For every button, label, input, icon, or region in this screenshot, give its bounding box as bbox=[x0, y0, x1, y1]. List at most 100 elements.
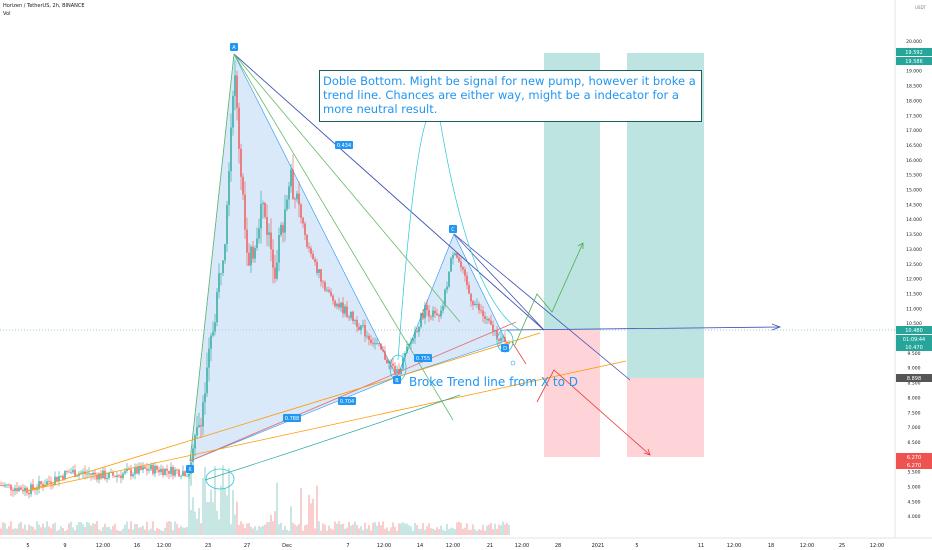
candle-body bbox=[454, 253, 456, 256]
volume-bar bbox=[218, 519, 220, 535]
candle-body bbox=[396, 369, 398, 374]
candle-body bbox=[168, 470, 170, 474]
candle-body bbox=[60, 475, 62, 477]
volume-bar bbox=[460, 522, 462, 535]
candle-body bbox=[80, 472, 82, 474]
xd-trendline[interactable] bbox=[189, 321, 517, 462]
candle-body bbox=[128, 469, 130, 470]
candle-body bbox=[352, 311, 354, 322]
volume-bar bbox=[2, 522, 4, 535]
candle-body bbox=[146, 468, 148, 471]
d-down-arrow[interactable] bbox=[511, 341, 527, 365]
bearish-projection-arrow[interactable] bbox=[536, 369, 651, 456]
candle-body bbox=[148, 469, 150, 471]
ratio-label-xb[interactable]: 0.788 bbox=[283, 414, 301, 422]
candle-body bbox=[56, 476, 58, 482]
volume-bar bbox=[160, 530, 162, 535]
volume-bar bbox=[82, 524, 84, 535]
ratio-label-bd[interactable]: 0.755 bbox=[414, 354, 432, 362]
point-a-label[interactable]: A bbox=[230, 43, 238, 51]
ac-line[interactable] bbox=[233, 53, 545, 331]
candle-body bbox=[92, 472, 94, 475]
candle-body bbox=[270, 232, 272, 250]
volume-bar bbox=[86, 521, 88, 535]
price-tick-label: 12.000 bbox=[906, 277, 922, 283]
symbol-title[interactable]: Horizen / TetherUS, 2h, BINANCE bbox=[3, 3, 85, 9]
bullish-projection-arrow[interactable] bbox=[514, 242, 584, 346]
candle-body bbox=[320, 269, 322, 282]
svg-text:D: D bbox=[503, 346, 507, 352]
volume-bar bbox=[260, 526, 262, 535]
note-annotation[interactable]: Doble Bottom. Might be signal for new pu… bbox=[319, 70, 702, 122]
volume-bar bbox=[110, 529, 112, 535]
volume-bar bbox=[488, 524, 490, 535]
volume-bar bbox=[140, 527, 142, 535]
candle-body bbox=[256, 238, 258, 249]
time-tick-label: 5 bbox=[635, 543, 638, 549]
volume-bar bbox=[396, 530, 398, 535]
time-tick-label: 12:00 bbox=[446, 543, 460, 549]
volume-bar bbox=[416, 525, 418, 535]
candle-body bbox=[152, 464, 154, 474]
ratio-label-xa-bc[interactable]: 0.434 bbox=[335, 141, 353, 149]
long-position-2-loss-zone[interactable] bbox=[627, 378, 704, 457]
volume-bar bbox=[280, 522, 282, 535]
c-down-line-1[interactable] bbox=[453, 233, 631, 381]
ratio-label-xd[interactable]: 0.704 bbox=[338, 397, 356, 405]
volume-bar bbox=[486, 525, 488, 535]
volume-bar bbox=[374, 522, 376, 535]
point-b-label[interactable]: B bbox=[393, 376, 401, 384]
marker-price-tag[interactable]: 8.898 bbox=[896, 374, 932, 382]
xd-trendline-extension[interactable] bbox=[25, 332, 541, 492]
volume-bar bbox=[392, 522, 394, 535]
volume-indicator-label[interactable]: Vol bbox=[3, 11, 11, 17]
candle-body bbox=[272, 249, 274, 268]
x-circle[interactable] bbox=[205, 468, 235, 490]
target-price-tag[interactable]: 19.592 19.586 bbox=[896, 48, 932, 65]
volume-bar bbox=[78, 521, 80, 535]
point-c-label[interactable]: C bbox=[449, 225, 457, 233]
candle-body bbox=[446, 286, 448, 290]
volume-bar bbox=[18, 523, 20, 535]
volume-bar bbox=[138, 527, 140, 535]
point-x-label[interactable]: X bbox=[186, 465, 194, 473]
broke-trendline-annotation[interactable]: Broke Trend line from X to D bbox=[409, 375, 578, 389]
current-price-tag[interactable]: 10.480 01:09:44 10.470 bbox=[896, 326, 932, 351]
bcd-triangle[interactable] bbox=[396, 233, 507, 378]
volume-bar bbox=[158, 528, 160, 535]
xa-trendline[interactable] bbox=[189, 53, 235, 462]
volume-bar bbox=[186, 526, 188, 535]
stop-price-tag[interactable]: 6.270 6.270 bbox=[896, 453, 932, 469]
candle-body bbox=[120, 475, 122, 479]
candle-body bbox=[262, 202, 264, 205]
price-tick-label: 9.500 bbox=[908, 351, 921, 357]
bearish-arrowhead bbox=[643, 448, 651, 456]
volume-bar bbox=[408, 525, 410, 535]
support-line[interactable] bbox=[25, 360, 627, 492]
volume-bar bbox=[172, 530, 174, 535]
price-tick-label: 16.500 bbox=[906, 143, 922, 149]
volume-bar bbox=[454, 529, 456, 535]
c-down-line-2[interactable] bbox=[453, 233, 545, 331]
fan-line-1[interactable] bbox=[233, 53, 461, 323]
volume-bar bbox=[404, 523, 406, 535]
candle-body bbox=[282, 224, 284, 233]
volume-bar bbox=[472, 524, 474, 535]
volume-bar bbox=[70, 521, 72, 535]
time-tick-label: 12:00 bbox=[800, 543, 814, 549]
volume-bar bbox=[352, 524, 354, 535]
point-d-label[interactable]: D bbox=[501, 344, 509, 352]
volume-bar bbox=[360, 526, 362, 535]
candle-body bbox=[150, 464, 152, 470]
volume-bar bbox=[96, 521, 98, 535]
long-position-1-loss-zone[interactable] bbox=[544, 330, 600, 457]
volume-bar bbox=[458, 521, 460, 535]
cup-curve-left[interactable] bbox=[204, 394, 461, 481]
volume-bar bbox=[170, 521, 172, 535]
volume-bar bbox=[342, 523, 344, 535]
volume-bar bbox=[250, 526, 252, 535]
candle-body bbox=[250, 246, 252, 266]
neckline-arrow[interactable] bbox=[505, 326, 781, 331]
volume-bar bbox=[32, 526, 34, 535]
